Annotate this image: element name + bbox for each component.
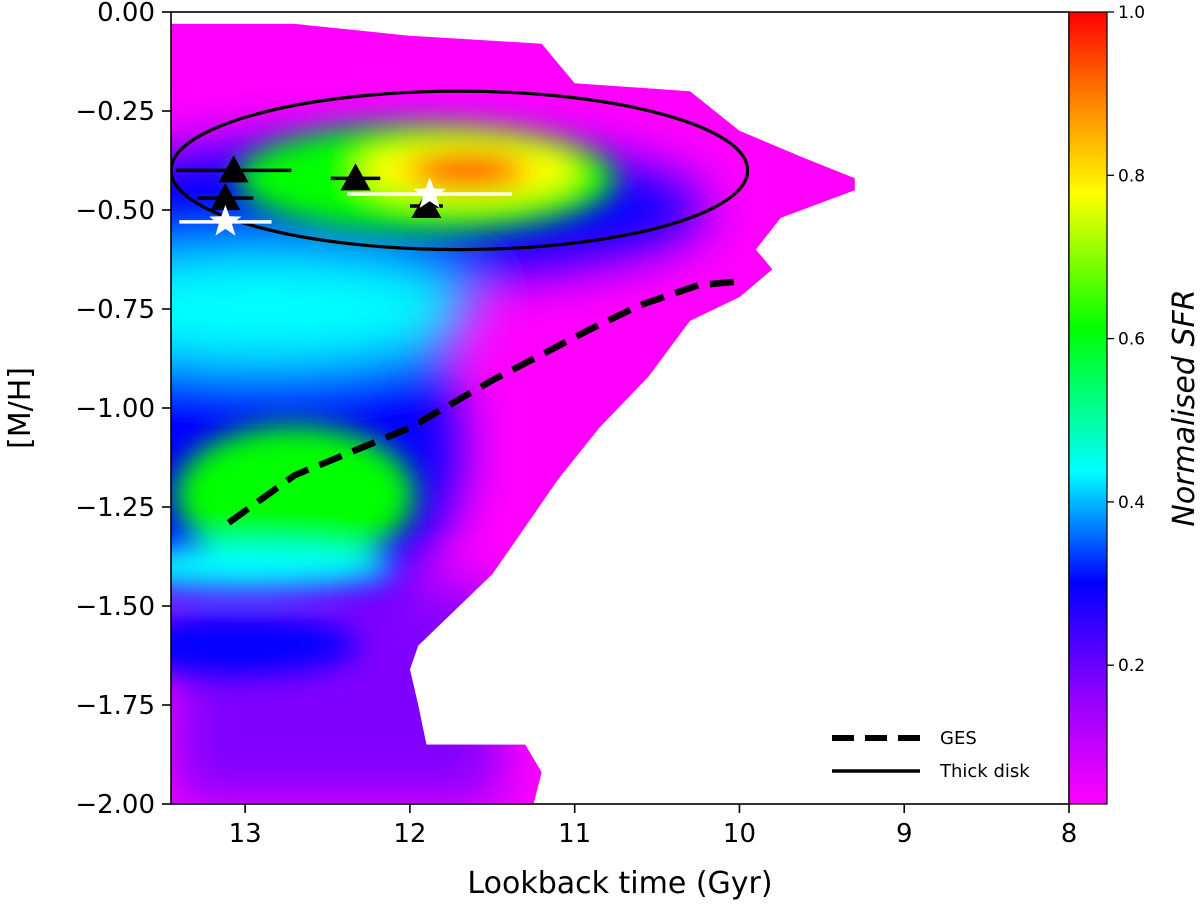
legend: GES Thick disk [832,728,1030,782]
sfr-heatmap [171,23,855,804]
marker-0-triangle [218,155,249,183]
y-tick-label-4: −1.00 [75,394,155,424]
marker-2-triangle [340,163,371,191]
sfr-halo-mid [171,254,472,364]
y-tick-label-7: −1.75 [75,691,155,721]
marker-4-star [209,204,242,236]
marker-5-star [413,177,446,208]
colorbar-title: Normalised SFR [1167,289,1200,526]
y-axis: 0.00 −0.25 −0.50 −0.75 −1.00 −1.25 −1.50 −1.75 −… [75,0,171,820]
y-tick-label-6: −1.50 [75,592,155,622]
sfr-cyan-edge [171,544,396,589]
x-axis-title: Lookback time (Gyr) [467,866,772,901]
x-tick-label-4: 9 [896,819,913,849]
colorbar-tick-label-1: 0.4 [1118,493,1145,513]
marker-3-triangle [411,191,442,219]
x-tick-label-2: 11 [558,819,591,849]
x-axis: 13 12 11 10 9 8 [229,804,1078,849]
colorbar-tick-label-2: 0.6 [1118,330,1145,350]
y-tick-label-5: −1.25 [75,493,155,523]
x-tick-label-1: 12 [393,819,426,849]
y-tick-label-8: −2.00 [75,790,155,820]
legend-label-ges: GES [940,728,977,749]
colorbar-gradient [1068,11,1108,805]
marker-1-triangle [210,183,241,211]
ges-track-line [226,278,740,526]
x-tick-label-3: 10 [723,819,756,849]
sfr-peak-ges-core [214,450,375,541]
colorbar-tick-label-3: 0.8 [1118,166,1145,186]
legend-label-thick-disk: Thick disk [939,761,1030,782]
y-tick-label-0: 0.00 [97,0,155,28]
y-axis-title: [M/H] [3,367,38,449]
thick-disk-ellipse [171,89,750,252]
y-tick-label-3: −0.75 [75,295,155,325]
colorbar-ticks: 0.2 0.4 0.6 0.8 1.0 [1107,3,1145,676]
x-tick-label-5: 8 [1061,819,1078,849]
colorbar-tick-label-0: 0.2 [1118,656,1145,676]
x-tick-label-0: 13 [229,819,262,849]
sfr-peak-thick-disk-core [407,154,528,187]
y-tick-label-2: −0.50 [75,196,155,226]
colorbar: 0.2 0.4 0.6 0.8 1.0 Normalised SFR [1068,3,1200,805]
y-tick-label-1: −0.25 [75,97,155,127]
sfr-peak-metal-poor [171,615,359,676]
colorbar-tick-label-4: 1.0 [1118,3,1145,23]
